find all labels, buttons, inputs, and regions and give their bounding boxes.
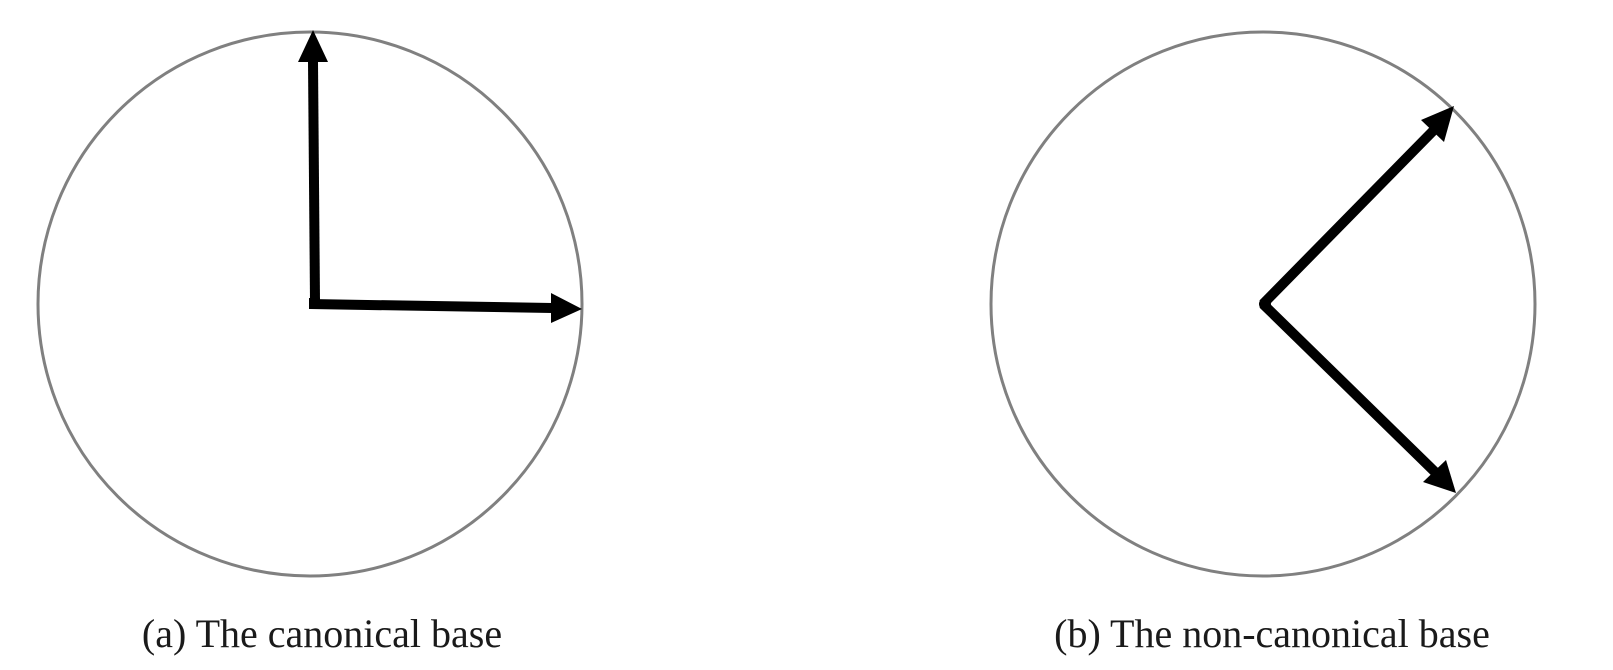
caption-a: (a) The canonical base (141, 611, 503, 656)
basis-vector-v2 (1259, 300, 1439, 476)
canonical-base-diagram (36, 30, 584, 578)
panel-canonical-base: (a) The canonical base (0, 0, 800, 670)
caption-b: (b) The non-canonical base (1054, 611, 1490, 656)
unit-circle (989, 30, 1537, 578)
origin-joint (1259, 298, 1271, 310)
panel-non-canonical-base: (b) The non-canonical base (800, 0, 1613, 670)
basis-vector-v1 (1259, 127, 1437, 308)
unit-circle (36, 30, 584, 578)
non-canonical-base-diagram (989, 30, 1537, 578)
basis-vector-e2 (308, 61, 320, 303)
arrowhead-down-right (1423, 460, 1456, 493)
origin-joint (309, 298, 320, 309)
arrowhead-right (551, 293, 582, 323)
arrowhead-up-right (1421, 106, 1454, 142)
arrowhead-up (298, 30, 328, 62)
basis-vector-e1 (309, 299, 553, 313)
